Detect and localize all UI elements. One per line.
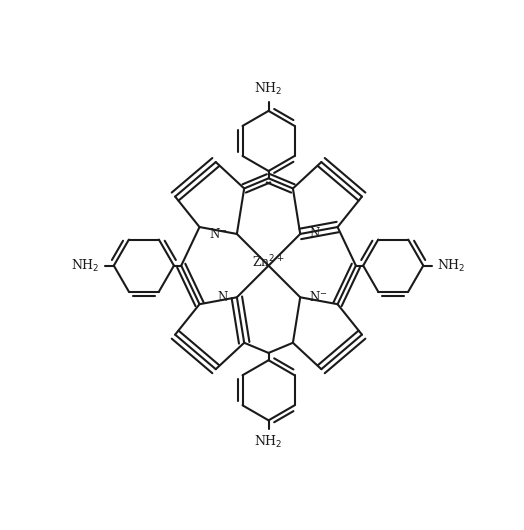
Text: N: N	[309, 227, 320, 241]
Text: NH$_2$: NH$_2$	[254, 434, 283, 450]
Text: NH$_2$: NH$_2$	[254, 81, 283, 97]
Text: NH$_2$: NH$_2$	[71, 258, 100, 273]
Text: Zn$^{2+}$: Zn$^{2+}$	[252, 254, 285, 271]
Text: N: N	[217, 291, 228, 304]
Text: N$^{-}$: N$^{-}$	[210, 227, 228, 241]
Text: NH$_2$: NH$_2$	[437, 258, 466, 273]
Text: N$^{-}$: N$^{-}$	[309, 290, 328, 304]
